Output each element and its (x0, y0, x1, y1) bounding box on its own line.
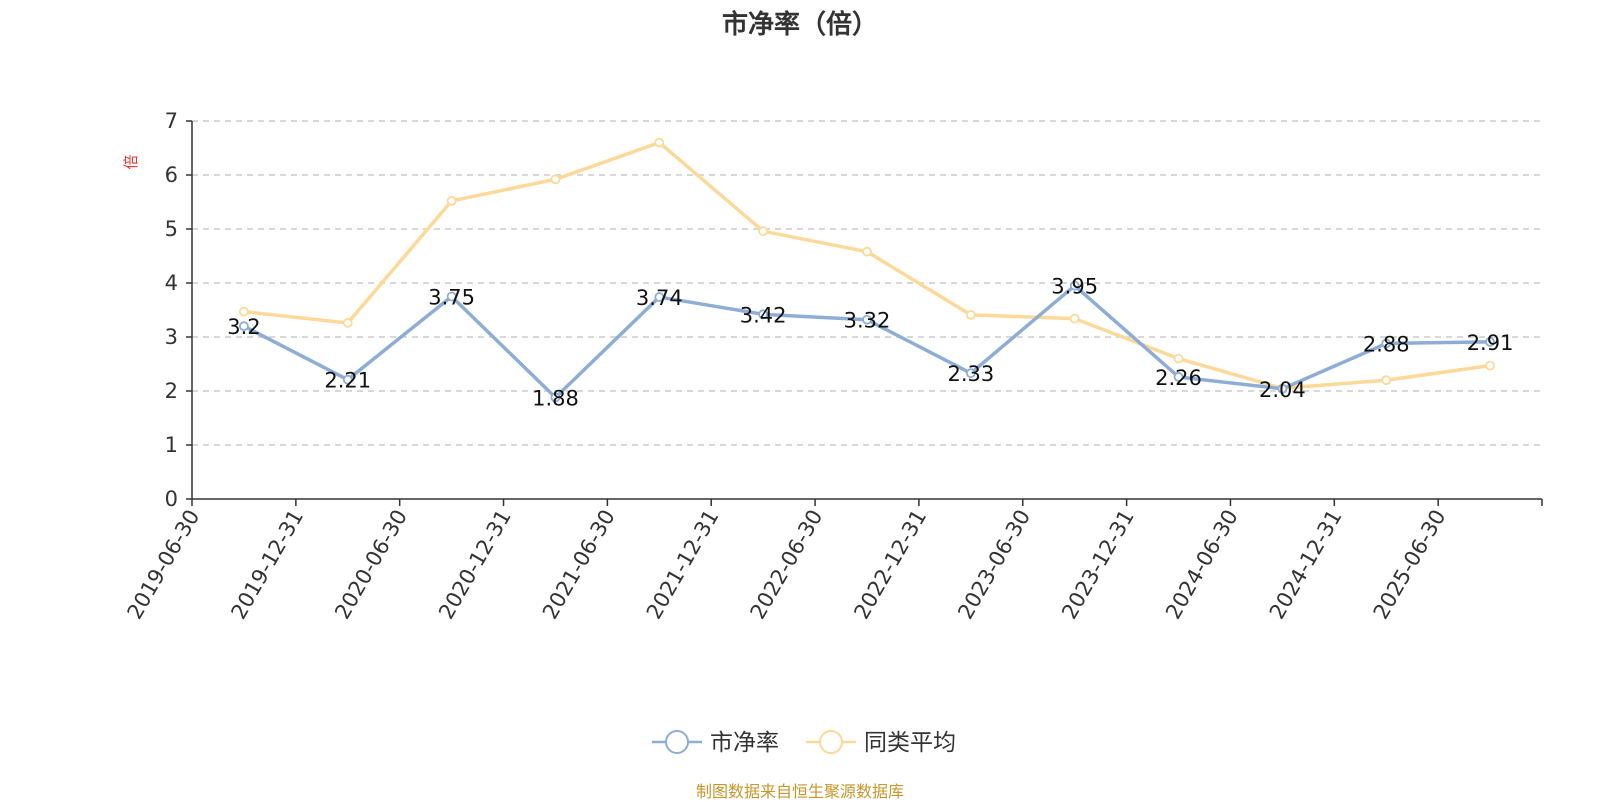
series-lines (239, 137, 1495, 403)
data-label: 2.04 (1259, 378, 1306, 402)
x-tick-label: 2019-12-31 (226, 506, 308, 624)
data-point (1277, 383, 1288, 394)
data-point (1173, 372, 1184, 382)
data-point (550, 174, 561, 185)
data-point (1381, 375, 1392, 386)
x-tick-label: 2020-12-31 (434, 506, 516, 624)
data-point (654, 292, 665, 302)
x-tick-label: 2023-12-31 (1057, 506, 1139, 624)
axes: 0 1 2 3 4 5 6 7 倍 2019-06-30 2019-12-31 2020-06-30 2… (122, 109, 1543, 624)
x-tick-label: 2022-06-30 (746, 506, 828, 624)
x-tick-label: 2021-12-31 (642, 506, 724, 624)
y-tick-label: 5 (165, 217, 178, 241)
data-point (550, 392, 561, 403)
source-note: 制图数据来自恒生聚源数据库 (695, 782, 904, 801)
data-label: 2.21 (324, 369, 371, 393)
data-labels: 3.2 2.21 3.75 1.88 3.74 3.42 3.32 2.33 3.95 2.26 2… (227, 275, 1513, 411)
x-tick-label: 2021-06-30 (538, 506, 620, 624)
data-label: 1.88 (532, 386, 579, 410)
x-tick-label: 2025-06-30 (1369, 506, 1451, 624)
grid-lines (192, 120, 1542, 446)
data-label: 3.32 (844, 309, 891, 333)
legend-label: 同类平均 (864, 730, 956, 756)
legend-marker (665, 730, 689, 754)
chart-title: 市净率（倍） (721, 10, 878, 40)
data-point (965, 368, 976, 379)
data-point (1485, 360, 1495, 371)
y-tick-label: 2 (165, 379, 178, 403)
legend-marker (819, 730, 843, 754)
data-label: 3.74 (636, 286, 683, 310)
data-point (342, 374, 353, 385)
data-point (239, 306, 249, 317)
y-tick-label: 6 (165, 163, 178, 187)
data-point (862, 314, 872, 325)
data-label: 2.33 (947, 362, 994, 386)
series-line-1 (243, 140, 1491, 391)
data-point (1069, 280, 1080, 291)
data-point (758, 309, 769, 320)
data-point (446, 291, 457, 302)
data-label: 2.26 (1155, 366, 1202, 390)
data-point (1173, 353, 1184, 364)
data-label: 3.42 (740, 303, 787, 327)
data-point (342, 318, 353, 328)
data-label: 3.2 (227, 315, 260, 339)
y-tick-label: 0 (165, 487, 178, 511)
y-tick-label: 4 (165, 271, 178, 295)
x-tick-label: 2024-06-30 (1161, 506, 1243, 624)
y-axis-name: 倍 (122, 154, 140, 169)
legend-label: 市净率 (710, 730, 779, 756)
data-point (965, 309, 976, 320)
x-tick-label: 2019-06-30 (123, 506, 205, 624)
x-tick-label: 2024-12-31 (1265, 506, 1347, 624)
x-tick-label: 2020-06-30 (330, 506, 412, 624)
y-tick-label: 1 (165, 433, 178, 457)
data-point (1381, 338, 1392, 349)
data-label: 2.91 (1467, 331, 1514, 355)
data-label: 2.88 (1363, 332, 1410, 356)
data-point (862, 246, 872, 257)
data-point (1069, 313, 1080, 324)
data-point (654, 137, 665, 148)
y-tick-label: 7 (165, 109, 178, 133)
data-point (1485, 336, 1495, 347)
data-point (758, 226, 769, 237)
legend: 市净率 同类平均 (652, 730, 956, 756)
x-tick-label: 2023-06-30 (953, 506, 1035, 624)
data-point (446, 196, 457, 206)
x-tick-label: 2022-12-31 (849, 506, 931, 624)
y-tick-label: 3 (165, 325, 178, 349)
data-point (239, 321, 249, 332)
data-label: 3.95 (1051, 275, 1098, 299)
data-label: 3.75 (428, 286, 475, 310)
